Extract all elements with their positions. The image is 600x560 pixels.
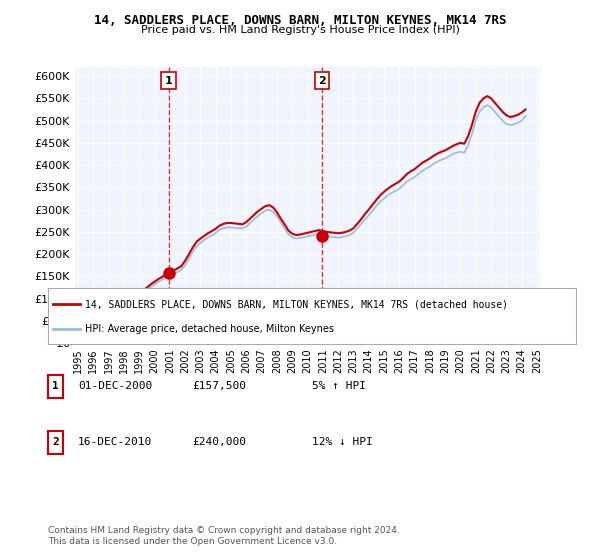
Text: 5% ↑ HPI: 5% ↑ HPI xyxy=(312,381,366,391)
Text: 16-DEC-2010: 16-DEC-2010 xyxy=(78,437,152,447)
Text: 14, SADDLERS PLACE, DOWNS BARN, MILTON KEYNES, MK14 7RS (detached house): 14, SADDLERS PLACE, DOWNS BARN, MILTON K… xyxy=(85,299,508,309)
Text: £240,000: £240,000 xyxy=(192,437,246,447)
Text: 12% ↓ HPI: 12% ↓ HPI xyxy=(312,437,373,447)
Text: Contains HM Land Registry data © Crown copyright and database right 2024.
This d: Contains HM Land Registry data © Crown c… xyxy=(48,526,400,546)
Text: Price paid vs. HM Land Registry's House Price Index (HPI): Price paid vs. HM Land Registry's House … xyxy=(140,25,460,35)
Text: HPI: Average price, detached house, Milton Keynes: HPI: Average price, detached house, Milt… xyxy=(85,324,334,334)
Text: 1: 1 xyxy=(52,381,59,391)
Text: 01-DEC-2000: 01-DEC-2000 xyxy=(78,381,152,391)
Text: 2: 2 xyxy=(319,76,326,86)
Text: 2: 2 xyxy=(52,437,59,447)
Text: 1: 1 xyxy=(165,76,172,86)
Text: 14, SADDLERS PLACE, DOWNS BARN, MILTON KEYNES, MK14 7RS: 14, SADDLERS PLACE, DOWNS BARN, MILTON K… xyxy=(94,14,506,27)
Text: £157,500: £157,500 xyxy=(192,381,246,391)
